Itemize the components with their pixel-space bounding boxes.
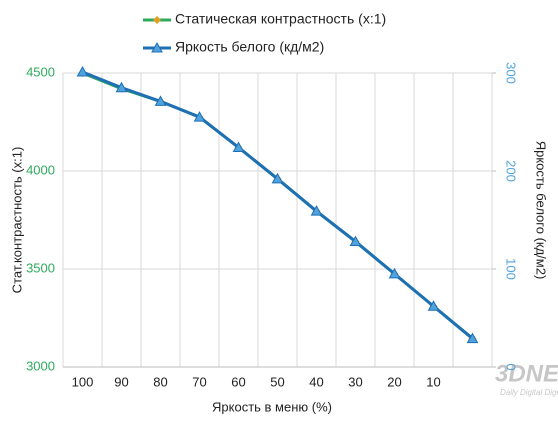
data-point [388, 267, 401, 279]
x-tick-label: 20 [387, 374, 401, 389]
x-tick-label: 30 [348, 374, 362, 389]
x-tick-label: 70 [192, 374, 206, 389]
y-tick-label: 3500 [26, 260, 55, 275]
data-point [466, 332, 479, 344]
legend-label: Статическая контрастность (x:1) [175, 11, 386, 27]
y2-tick-label: 100 [504, 258, 519, 280]
y-tick-label: 4000 [26, 162, 55, 177]
data-point [349, 235, 362, 247]
watermark: 3DNEWS Daily Digital Digest [495, 360, 558, 397]
data-point [232, 141, 245, 152]
x-axis-title: Яркость в меню (%) [212, 399, 332, 414]
data-point [154, 95, 167, 106]
y-tick-label: 3000 [26, 358, 55, 373]
data-point [193, 111, 206, 122]
data-point [427, 300, 440, 311]
x-tick-label: 60 [231, 374, 245, 389]
y2-tick-label: 200 [504, 160, 519, 182]
legend-label: Яркость белого (кд/м2) [175, 39, 324, 55]
x-tick-label: 100 [72, 374, 94, 389]
data-point [271, 172, 284, 184]
data-point [76, 65, 89, 77]
x-tick-label: 40 [309, 374, 323, 389]
y2-tick-label: 300 [504, 62, 519, 84]
legend-marker [153, 16, 161, 24]
y2-axis-title: Яркость белого (кд/м2) [534, 141, 549, 280]
x-tick-label: 90 [114, 374, 128, 389]
legend-marker [151, 41, 163, 53]
y-tick-label: 4500 [26, 64, 55, 79]
x-tick-label: 80 [153, 374, 167, 389]
y2-tick-label: 0 [504, 363, 519, 370]
y-axis-title: Стат.контрастность (x:1) [9, 147, 24, 294]
data-point [310, 205, 323, 216]
watermark-tagline: Daily Digital Digest [500, 388, 558, 397]
x-tick-label: 50 [270, 374, 284, 389]
watermark-brand: 3DNEWS [495, 360, 558, 387]
x-tick-label: 10 [426, 374, 440, 389]
data-point [115, 81, 128, 93]
